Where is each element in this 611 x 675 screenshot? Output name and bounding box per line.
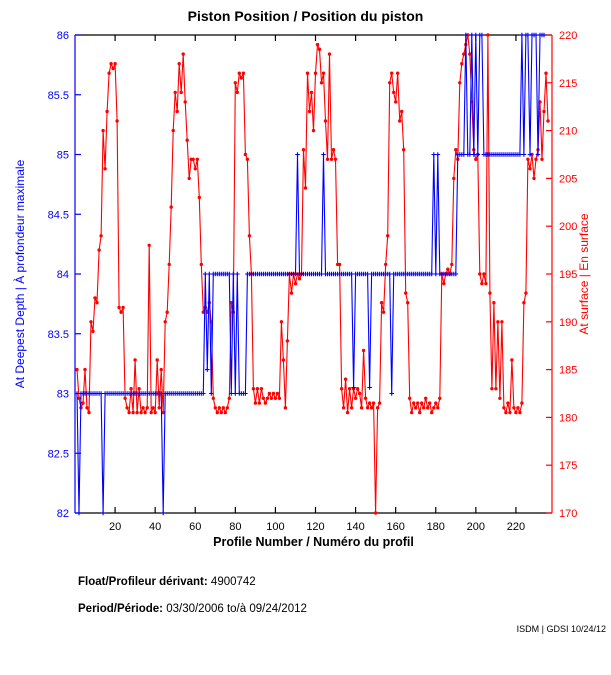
right-tick-label: 180: [559, 412, 577, 424]
left-tick-label: 83: [57, 389, 69, 401]
float-label: Float/Profileur dérivant:: [78, 576, 208, 588]
left-tick-label: 82.5: [48, 448, 69, 460]
right-tick-label: 195: [559, 269, 577, 281]
right-tick-label: 205: [559, 173, 577, 185]
right-axis-label: At surface | En surface: [577, 213, 591, 335]
x-tick-label: 160: [386, 521, 404, 533]
x-tick-label: 180: [427, 521, 445, 533]
x-tick-label: 100: [266, 521, 284, 533]
left-tick-label: 83.5: [48, 329, 69, 341]
right-tick-label: 210: [559, 126, 577, 138]
left-axis-label: At Deepest Depth | À profondeur maximale: [13, 159, 27, 389]
float-value: 4900742: [210, 576, 256, 588]
left-tick-label: 84: [57, 269, 69, 281]
right-tick-label: 220: [559, 30, 577, 42]
right-tick-label: 170: [559, 508, 577, 520]
x-tick-label: 140: [346, 521, 364, 533]
float-id-line: Float/Profileur dérivant: 4900742: [78, 576, 256, 588]
right-tick-label: 185: [559, 365, 577, 377]
left-tick-label: 84.5: [48, 209, 69, 221]
right-tick-label: 190: [559, 317, 577, 329]
x-tick-label: 80: [229, 521, 241, 533]
right-tick-label: 200: [559, 221, 577, 233]
right-tick-label: 215: [559, 78, 577, 90]
x-tick-label: 60: [189, 521, 201, 533]
x-tick-label: 120: [306, 521, 324, 533]
period-label: Period/Période:: [78, 603, 163, 615]
x-tick-label: 200: [467, 521, 485, 533]
period-value: 03/30/2006 to/à 09/24/2012: [166, 603, 307, 615]
period-line: Period/Période: 03/30/2006 to/à 09/24/20…: [78, 603, 307, 615]
left-tick-label: 82: [57, 508, 69, 520]
chart-title: Piston Position / Position du piston: [187, 8, 424, 24]
x-tick-label: 220: [507, 521, 525, 533]
right-tick-label: 175: [559, 460, 577, 472]
red-series-line: [76, 34, 549, 514]
red-series-markers: [75, 33, 550, 515]
left-tick-label: 86: [57, 30, 69, 42]
left-tick-label: 85: [57, 150, 69, 162]
left-tick-label: 85.5: [48, 90, 69, 102]
x-tick-label: 20: [109, 521, 121, 533]
x-tick-label: 40: [149, 521, 161, 533]
blue-series-markers: [74, 32, 547, 516]
agency-credit: ISDM | GDSI 10/24/12: [516, 624, 606, 634]
x-axis-label: Profile Number / Numéro du profil: [213, 535, 414, 549]
